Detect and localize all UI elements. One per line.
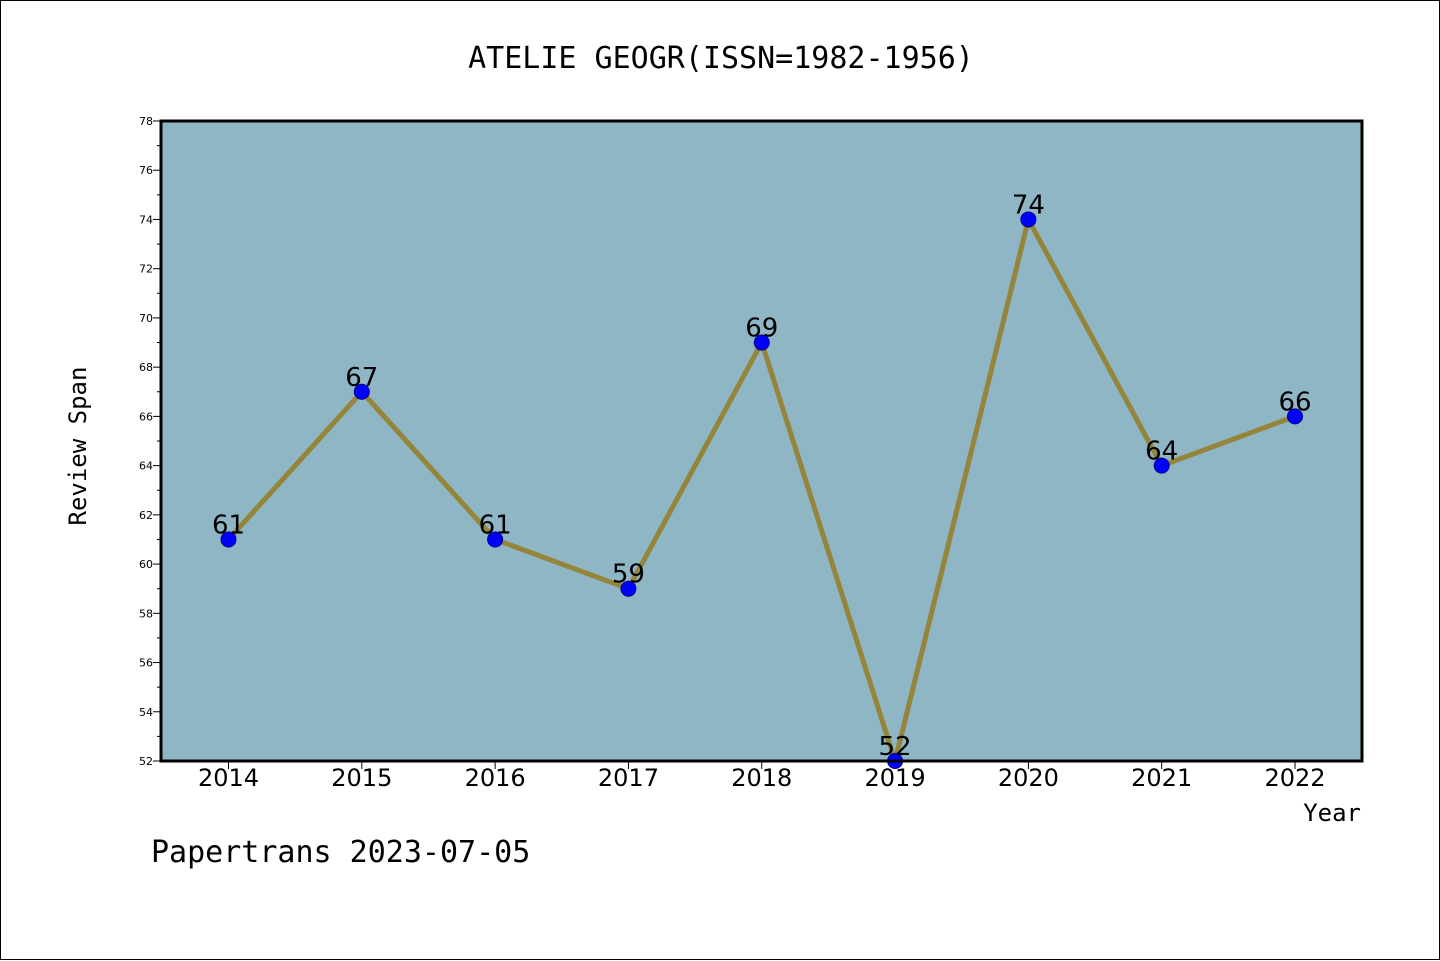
data-label: 61	[212, 510, 245, 540]
x-tick-label: 2015	[331, 764, 392, 792]
data-point	[487, 531, 504, 548]
y-tick-label: 52	[139, 755, 153, 768]
y-tick-label: 76	[139, 164, 153, 177]
data-label: 61	[479, 510, 512, 540]
y-tick-label: 60	[139, 558, 153, 571]
data-label: 59	[612, 560, 645, 590]
y-tick-label: 74	[139, 213, 153, 226]
x-tick-label: 2016	[465, 764, 526, 792]
data-point	[620, 580, 637, 597]
y-axis-label: Review Span	[64, 367, 92, 526]
data-point	[1287, 408, 1303, 425]
data-label: 52	[879, 732, 912, 762]
data-point	[753, 334, 770, 351]
plot-area	[161, 121, 1362, 761]
chart-title: ATELIE GEOGR(ISSN=1982-1956)	[468, 41, 974, 76]
x-tick-label: 2021	[1131, 764, 1192, 792]
data-label: 66	[1278, 387, 1311, 417]
y-tick-label: 56	[139, 657, 153, 670]
data-point	[353, 383, 370, 400]
x-tick-label: 2020	[998, 764, 1059, 792]
y-tick-label: 58	[139, 607, 153, 620]
y-tick-label: 62	[139, 509, 153, 522]
x-tick-label: 2014	[198, 764, 259, 792]
footer-stamp: Papertrans 2023-07-05	[151, 835, 531, 870]
data-label: 64	[1145, 437, 1178, 467]
x-tick-label: 2022	[1264, 764, 1325, 792]
y-tick-label: 70	[139, 312, 153, 325]
series-markers	[220, 211, 1303, 769]
y-tick-label: 72	[139, 263, 153, 276]
data-point	[1153, 457, 1170, 474]
y-axis: 52 54 56 58 60 62 64 66 68 70 72 74 76 78	[139, 115, 161, 768]
x-axis: 2014 2015 2016 2017 2018 2019 2020 2021 2022	[198, 761, 1326, 792]
y-tick-label: 54	[139, 706, 153, 719]
data-label: 74	[1012, 190, 1045, 220]
data-point	[220, 531, 237, 548]
plot-border	[159, 119, 1364, 763]
data-label: 67	[345, 363, 378, 393]
x-tick-label: 2018	[731, 764, 792, 792]
y-tick-label: 78	[139, 115, 153, 128]
y-tick-label: 66	[139, 410, 153, 423]
y-tick-label: 68	[139, 361, 153, 374]
y-tick-label: 64	[139, 460, 153, 473]
data-label: 69	[745, 314, 778, 344]
x-axis-label: Year	[1303, 799, 1361, 827]
x-tick-label: 2017	[598, 764, 659, 792]
data-labels: 61 67 61 59 69 52 74 64 66	[212, 190, 1312, 762]
data-point	[1020, 211, 1037, 228]
